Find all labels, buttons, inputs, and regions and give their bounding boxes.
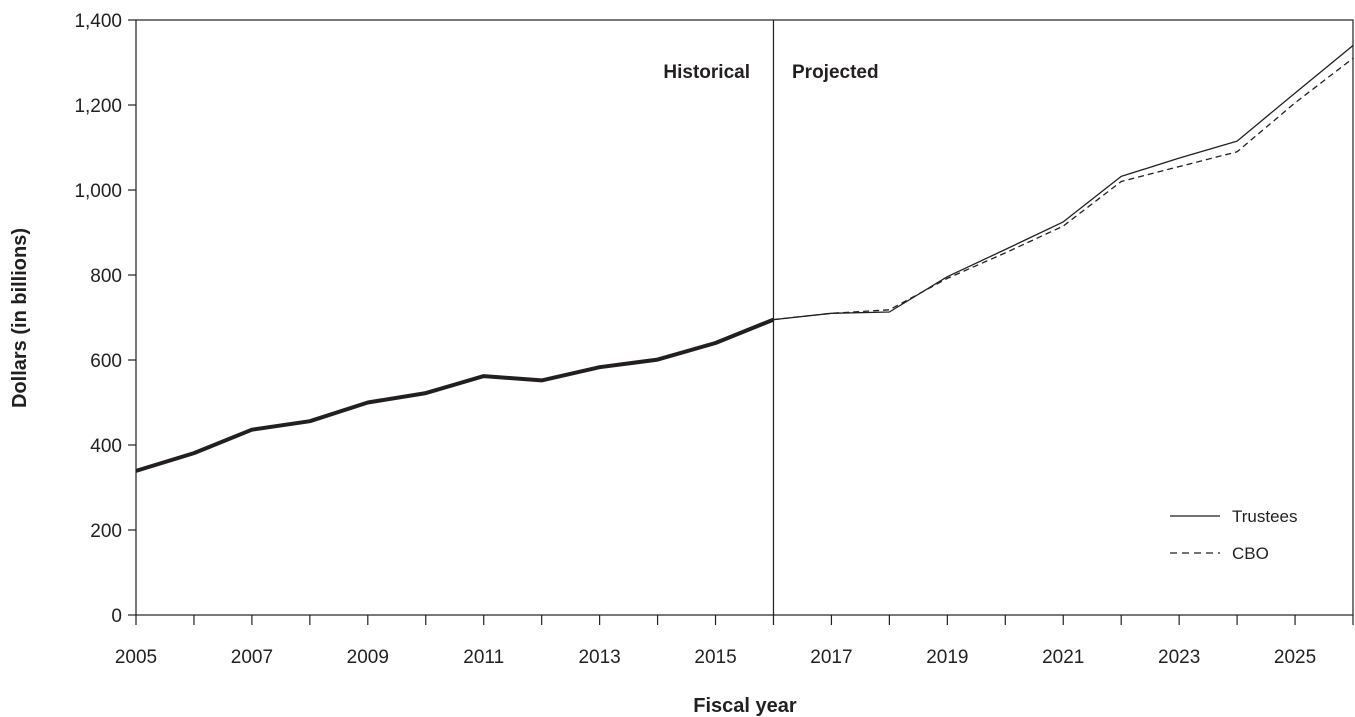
x-tick-label: 2013 [578, 647, 620, 668]
series-lines [135, 44, 1354, 473]
x-axis-title: Fiscal year [693, 695, 797, 717]
x-tick-label: 2023 [1158, 647, 1200, 668]
historical-label: Historical [663, 62, 750, 83]
x-tick-label: 2017 [810, 647, 852, 668]
series-line-trustees [773, 44, 1354, 321]
legend-cbo-label: CBO [1232, 544, 1269, 563]
y-tick-label: 0 [111, 606, 122, 627]
y-tick-label: 800 [90, 266, 122, 287]
y-tick-label: 400 [90, 436, 122, 457]
x-tick-label: 2025 [1274, 647, 1316, 668]
x-tick-label: 2007 [231, 647, 273, 668]
legend: Trustees CBO [1170, 507, 1298, 563]
legend-trustees-label: Trustees [1232, 507, 1298, 526]
y-tick-label: 1,200 [74, 96, 122, 117]
projected-label: Projected [792, 62, 879, 83]
y-axis-title: Dollars (in billions) [9, 228, 31, 408]
y-tick-label: 1,000 [74, 181, 122, 202]
series-line-cbo [773, 57, 1354, 321]
y-axis: 0 200 400 600 800 1,000 1,200 1,400 [74, 11, 136, 627]
y-tick-label: 1,400 [74, 11, 122, 32]
x-tick-label: 2015 [694, 647, 736, 668]
y-tick-label: 200 [90, 521, 122, 542]
x-tick-label: 2005 [115, 647, 157, 668]
x-tick-label: 2011 [463, 647, 504, 668]
y-tick-label: 600 [90, 351, 122, 372]
plot-frame [135, 19, 1354, 616]
x-tick-label: 2009 [347, 647, 389, 668]
x-axis: 2005 2007 2009 2011 2013 2015 2017 2019 2021 2023… [115, 615, 1354, 668]
plot-border [135, 19, 1354, 616]
x-tick-label: 2021 [1042, 647, 1084, 668]
x-tick-label: 2019 [926, 647, 968, 668]
series-line-historical [135, 317, 775, 473]
